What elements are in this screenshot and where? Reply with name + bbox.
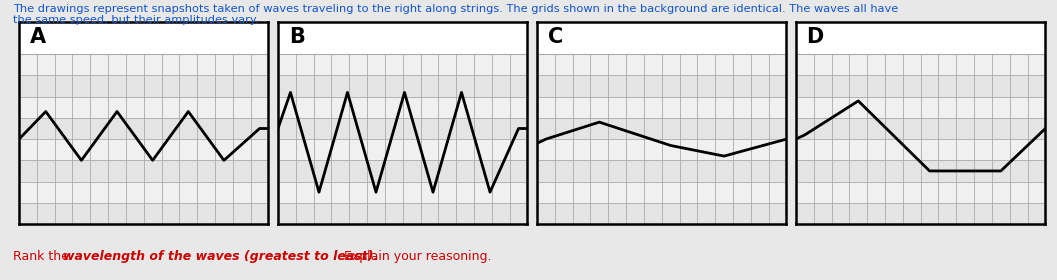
Bar	[537, 54, 786, 75]
Bar	[19, 203, 268, 224]
Bar	[537, 118, 786, 139]
Text: C: C	[548, 27, 563, 47]
Bar	[278, 118, 527, 139]
Text: wavelength of the waves (greatest to least).: wavelength of the waves (greatest to lea…	[63, 250, 378, 263]
Bar	[19, 22, 268, 54]
Bar	[537, 203, 786, 224]
Bar	[278, 75, 527, 97]
Text: The drawings represent snapshots taken of waves traveling to the right along str: The drawings represent snapshots taken o…	[13, 4, 898, 14]
Bar	[796, 54, 1045, 75]
Text: A: A	[30, 27, 45, 47]
Text: Explain your reasoning.: Explain your reasoning.	[340, 250, 492, 263]
Bar	[19, 181, 268, 203]
Bar	[278, 54, 527, 75]
Text: B: B	[289, 27, 304, 47]
Bar	[796, 75, 1045, 97]
Bar	[19, 160, 268, 181]
Bar	[537, 160, 786, 181]
Bar	[796, 203, 1045, 224]
Bar	[537, 181, 786, 203]
Text: D: D	[806, 27, 823, 47]
Bar	[796, 22, 1045, 54]
Bar	[796, 139, 1045, 160]
Bar	[537, 22, 786, 54]
Bar	[278, 181, 527, 203]
Bar	[278, 160, 527, 181]
Bar	[537, 97, 786, 118]
Bar	[537, 139, 786, 160]
Bar	[278, 203, 527, 224]
Bar	[19, 139, 268, 160]
Bar	[796, 181, 1045, 203]
Bar	[278, 97, 527, 118]
Text: Rank the: Rank the	[13, 250, 73, 263]
Bar	[278, 139, 527, 160]
Bar	[796, 97, 1045, 118]
Bar	[796, 118, 1045, 139]
Bar	[19, 97, 268, 118]
Bar	[796, 160, 1045, 181]
Bar	[19, 118, 268, 139]
Text: the same speed, but their amplitudes vary.: the same speed, but their amplitudes var…	[13, 15, 258, 25]
Bar	[19, 75, 268, 97]
Bar	[537, 75, 786, 97]
Bar	[278, 22, 527, 54]
Bar	[19, 54, 268, 75]
